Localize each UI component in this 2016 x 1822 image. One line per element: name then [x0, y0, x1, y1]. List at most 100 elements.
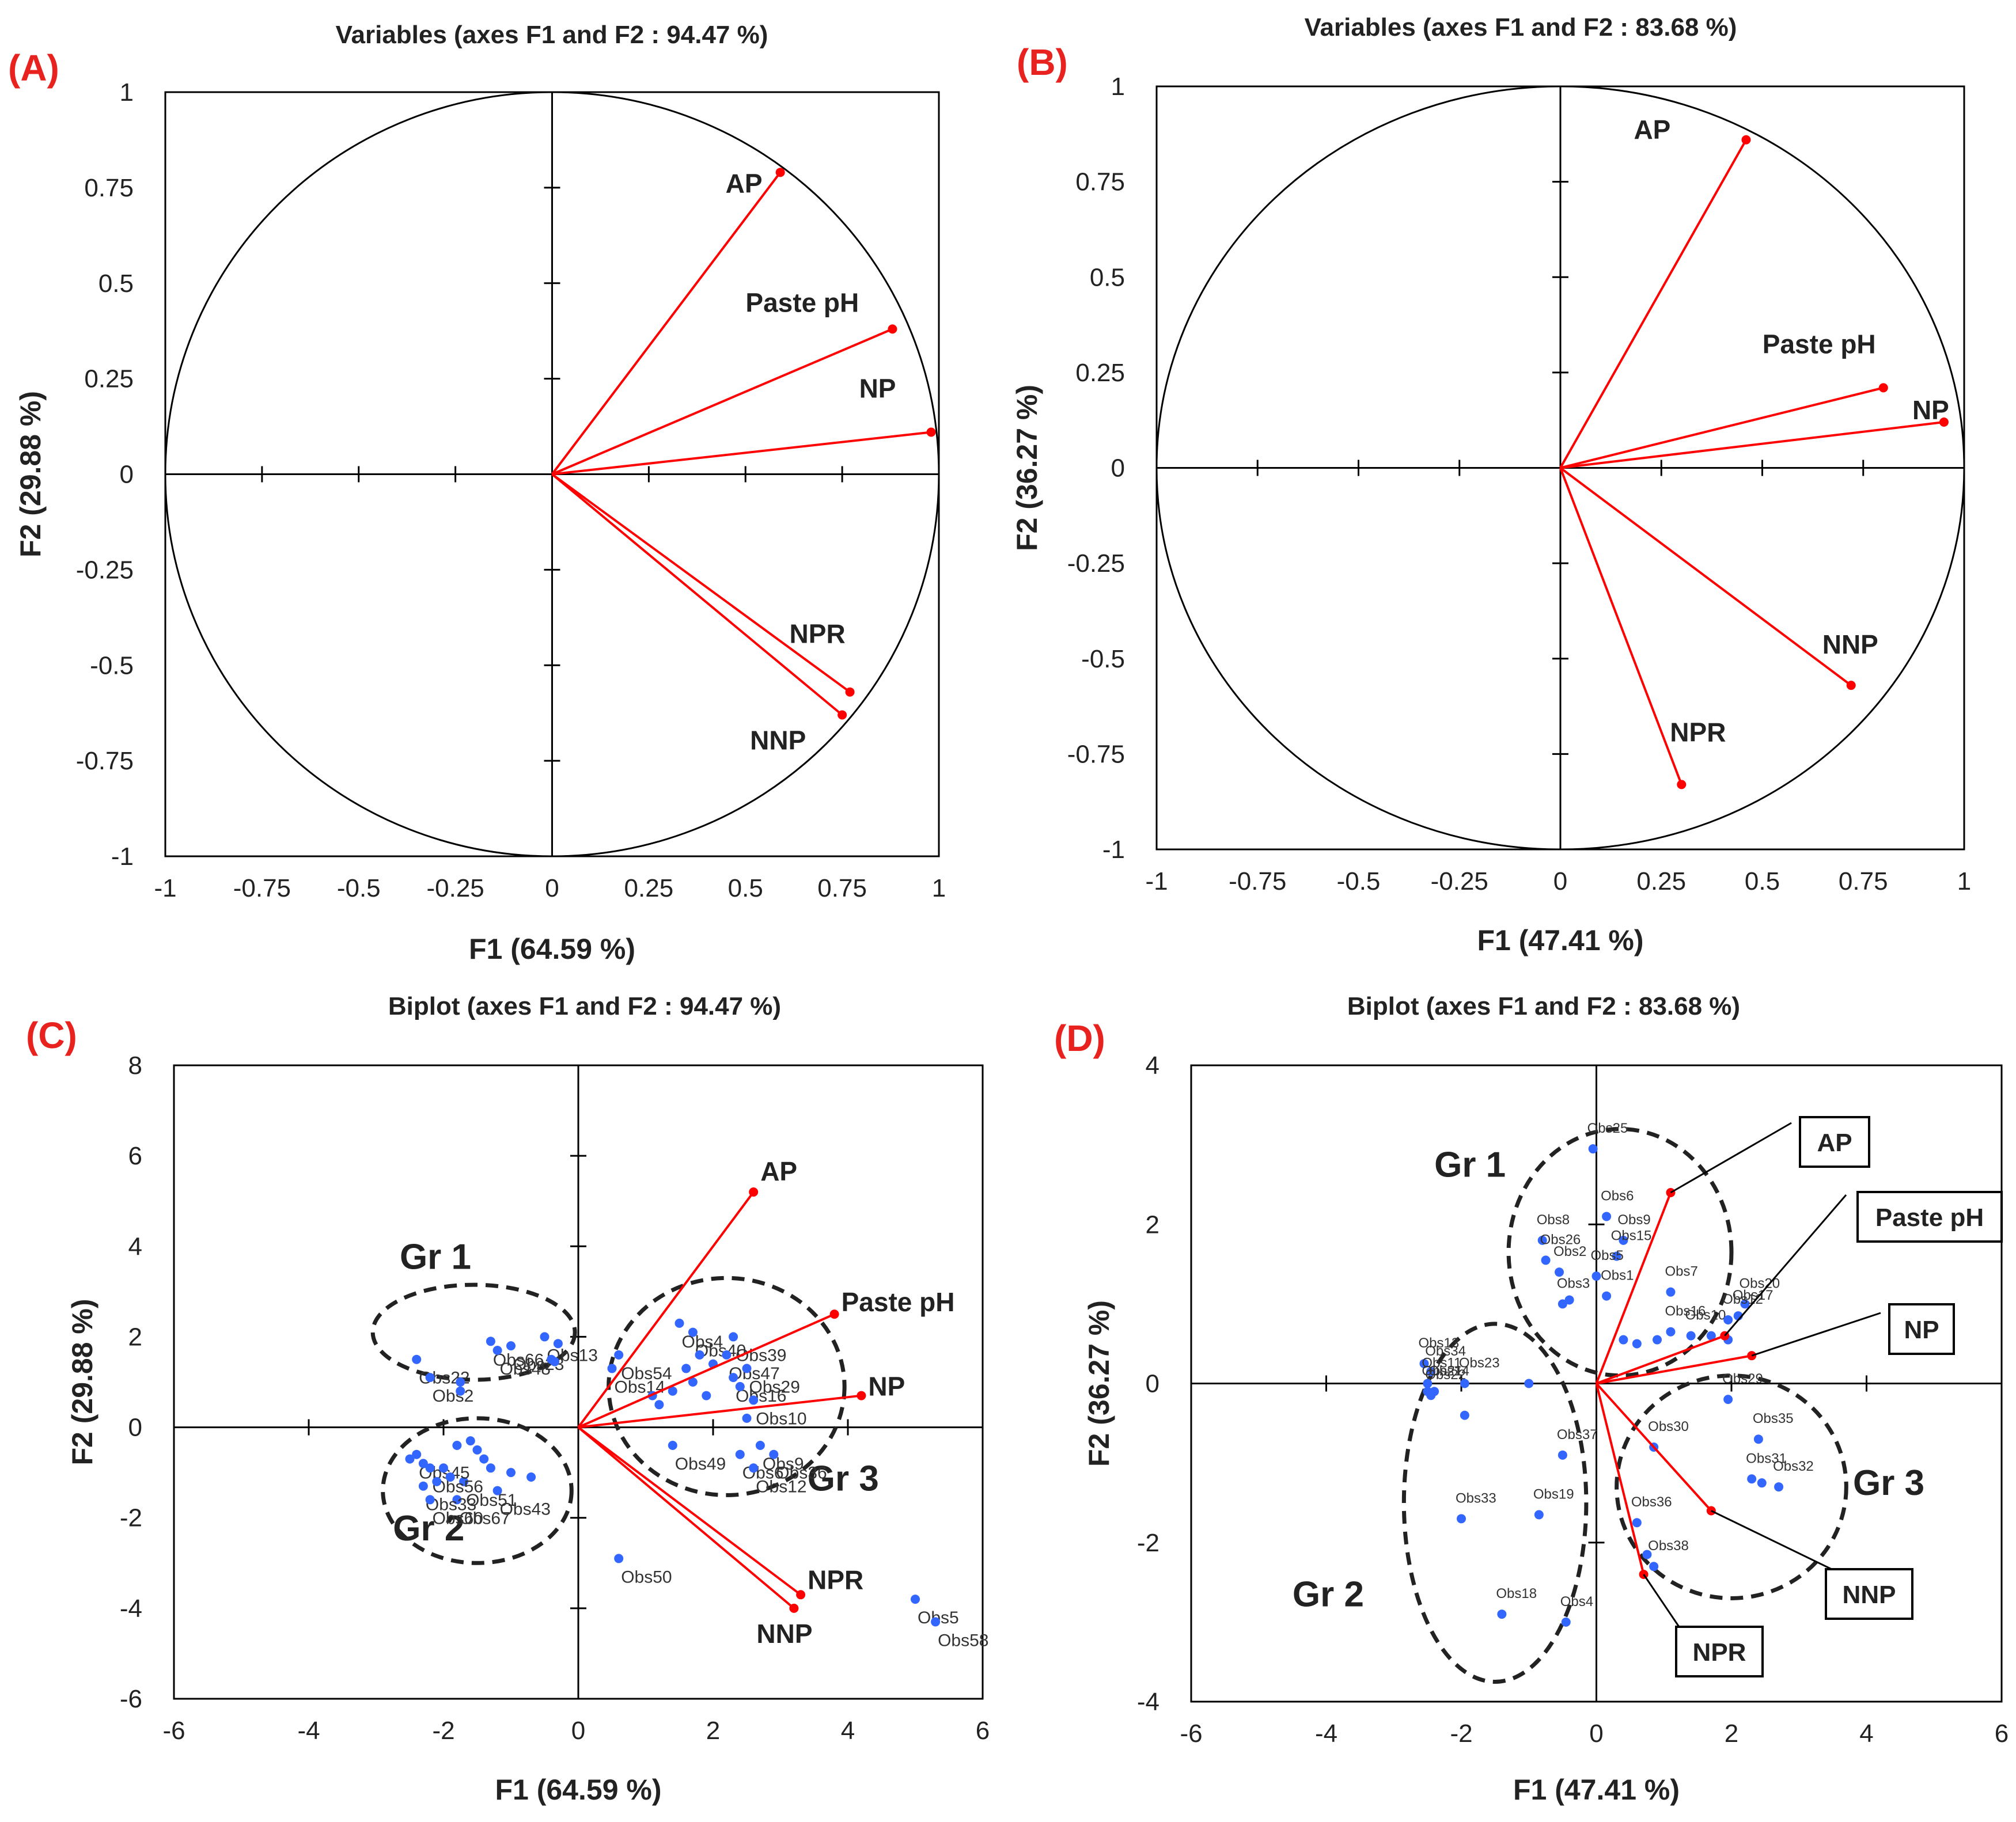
observation-label: Obs32 — [1773, 1459, 1814, 1474]
chart-title: Variables (axes F1 and F2 : 83.68 %) — [1305, 13, 1737, 41]
y-tick-label: 0.75 — [1075, 168, 1125, 196]
group-label-gr-1: Gr 1 — [1434, 1145, 1506, 1185]
observation-label: Obs38 — [1648, 1538, 1689, 1554]
vector-tip-ap — [1741, 135, 1751, 145]
observation-label: Obs15 — [1611, 1228, 1652, 1244]
observation-point — [1564, 1295, 1574, 1305]
observation-label: Obs26 — [1540, 1232, 1581, 1247]
observation-label: Obs33 — [1456, 1490, 1496, 1506]
observation-point — [931, 1617, 941, 1627]
chart-title: Biplot (axes F1 and F2 : 83.68 %) — [1347, 992, 1740, 1020]
observation-point — [1649, 1562, 1659, 1572]
observation-label: Obs1 — [1601, 1268, 1634, 1284]
observation-point — [1774, 1482, 1784, 1492]
y-tick-label: -0.5 — [1081, 645, 1125, 673]
observation-point — [1555, 1267, 1564, 1277]
observation-label: Obs39 — [736, 1346, 786, 1365]
observation-label: Obs16 — [1665, 1304, 1706, 1319]
observation-point — [425, 1495, 435, 1505]
y-tick-label: -0.5 — [90, 651, 134, 680]
observation-point — [1558, 1299, 1567, 1309]
x-tick-label: -4 — [1315, 1719, 1337, 1748]
observation-label: Obs7 — [1665, 1264, 1697, 1280]
observation-point — [452, 1441, 462, 1450]
y-tick-label: 0 — [128, 1414, 142, 1442]
observation-point — [1747, 1474, 1757, 1484]
y-tick-label: 4 — [1146, 1052, 1159, 1080]
observation-point — [486, 1463, 495, 1473]
y-axis-label: F2 (29.88 %) — [14, 391, 47, 557]
observation-label: Obs54 — [621, 1364, 672, 1383]
observation-point — [452, 1495, 462, 1505]
vector-np — [1596, 1354, 1752, 1385]
panel-b: (B) Variables (axes F1 and F2 : 83.68 %) -… — [1011, 13, 1971, 956]
y-tick-label: -4 — [120, 1595, 142, 1623]
observation-point — [722, 1350, 732, 1360]
vector-tip-paste-ph — [1878, 383, 1888, 393]
vector-np — [1560, 421, 1945, 469]
x-tick-label: -0.25 — [1431, 867, 1488, 895]
vector-tip-nnp — [789, 1603, 799, 1613]
observation-point — [735, 1449, 745, 1459]
panel-label: (B) — [1017, 41, 1068, 83]
callout-leader-nnp — [1711, 1510, 1832, 1570]
observation-point — [439, 1463, 448, 1473]
observation-point — [1602, 1291, 1612, 1301]
group-ellipse-gr-1 — [1506, 1127, 1734, 1378]
observation-point — [729, 1332, 738, 1342]
observation-label: Obs4 — [682, 1333, 723, 1352]
observation-point — [405, 1454, 415, 1464]
x-tick-label: 0.75 — [817, 874, 867, 902]
vector-label-nnp: NNP — [756, 1619, 812, 1649]
group-label-gr-3: Gr 3 — [808, 1459, 879, 1499]
observation-label: Obs18 — [1496, 1586, 1537, 1601]
x-axis-label: F1 (47.41 %) — [1513, 1774, 1680, 1806]
observation-label: Obs13 — [1419, 1335, 1460, 1351]
observation-label: Obs16 — [736, 1387, 786, 1406]
observation-point — [506, 1341, 516, 1351]
observation-point — [735, 1381, 745, 1391]
vector-ap — [551, 172, 782, 475]
chart-title: Variables (axes F1 and F2 : 94.47 %) — [336, 21, 768, 49]
vector-label-ap: AP — [726, 168, 763, 198]
observation-point — [1753, 1434, 1763, 1444]
group-label-gr-1: Gr 1 — [400, 1238, 471, 1277]
vector-paste-ph — [551, 328, 893, 476]
vector-label-np: NP — [859, 374, 896, 404]
vector-tip-ap — [775, 168, 785, 177]
observation-point — [688, 1327, 698, 1337]
observation-point — [456, 1386, 465, 1396]
observation-point — [465, 1436, 475, 1446]
x-tick-label: -2 — [432, 1717, 454, 1745]
x-tick-label: 1 — [1957, 867, 1971, 895]
observation-label: Obs34 — [1425, 1343, 1466, 1359]
callout-label-npr: NPR — [1693, 1638, 1746, 1667]
observation-label: Obs58 — [938, 1631, 988, 1650]
observation-point — [749, 1463, 759, 1473]
observation-label: Obs36 — [776, 1464, 827, 1483]
y-tick-label: 0 — [120, 461, 134, 489]
observation-point — [729, 1373, 738, 1383]
observation-point — [1460, 1410, 1469, 1420]
observation-label: Obs12 — [756, 1477, 806, 1496]
observation-point — [459, 1476, 469, 1486]
observation-label: Obs43 — [500, 1500, 551, 1519]
y-axis-label: F2 (36.27 %) — [1083, 1300, 1115, 1467]
observation-point — [418, 1459, 428, 1468]
vector-np — [552, 431, 931, 476]
observation-point — [1588, 1144, 1598, 1154]
observation-point — [553, 1339, 563, 1349]
x-tick-label: -6 — [162, 1717, 185, 1745]
observation-point — [1612, 1251, 1621, 1261]
vector-label-ap: AP — [1634, 115, 1670, 145]
x-tick-label: -0.5 — [337, 874, 381, 902]
y-tick-label: -0.75 — [76, 747, 134, 775]
observation-point — [1740, 1299, 1750, 1309]
observation-point — [412, 1354, 422, 1364]
panel-c: (C) Biplot (axes F1 and F2 : 94.47 %) -6 -4… — [26, 992, 990, 1806]
correlation-circle — [1155, 85, 1965, 851]
panel-d: (D) Biplot (axes F1 and F2 : 83.68 %) -6 -4… — [1054, 992, 2009, 1806]
vector-label-npr: NPR — [1670, 717, 1726, 747]
observation-label: Obs10 — [1685, 1308, 1726, 1323]
observation-point — [1524, 1379, 1534, 1388]
